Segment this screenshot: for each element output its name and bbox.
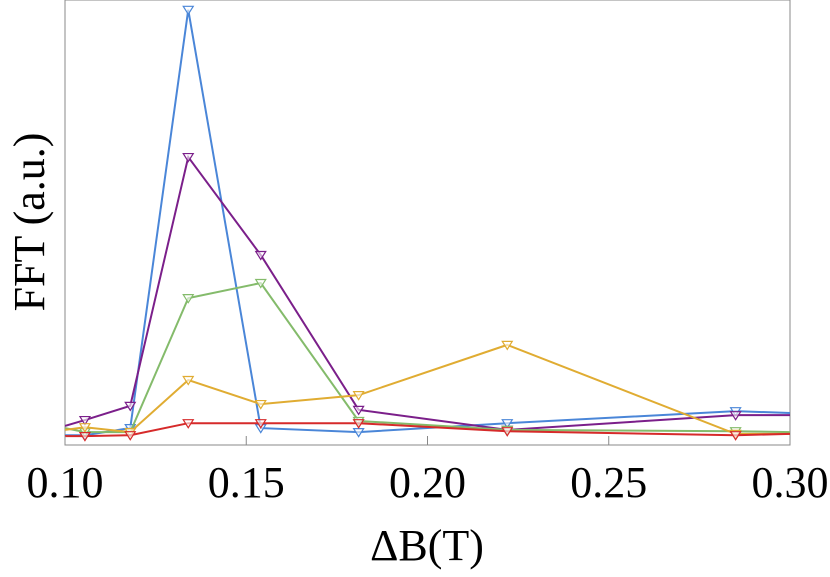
- marker: [352, 391, 365, 401]
- marker: [182, 375, 195, 386]
- marker: [124, 431, 137, 441]
- x-tick-label: 0.25: [570, 458, 647, 507]
- marker: [501, 340, 514, 351]
- marker: [729, 431, 742, 441]
- marker: [254, 278, 267, 289]
- x-tick-label: 0.15: [208, 458, 285, 507]
- marker: [182, 152, 195, 163]
- marker: [182, 5, 195, 16]
- marker: [254, 399, 267, 410]
- marker: [501, 419, 514, 429]
- series-line: [65, 154, 790, 431]
- marker: [182, 294, 195, 304]
- marker: [124, 401, 137, 412]
- series-line: [65, 343, 790, 435]
- marker: [254, 419, 267, 429]
- marker: [78, 415, 92, 426]
- marker: [182, 419, 195, 429]
- marker: [729, 411, 742, 421]
- plot-area: [65, 5, 790, 442]
- x-axis-label: ΔB(T): [370, 521, 484, 570]
- marker: [352, 405, 365, 416]
- marker: [352, 419, 365, 429]
- series-line: [65, 281, 790, 434]
- x-tick-label: 0.20: [389, 458, 466, 507]
- marker: [254, 250, 267, 261]
- y-axis-label: FFT (a.u.): [5, 133, 54, 312]
- marker: [78, 432, 92, 442]
- x-tick-label: 0.30: [752, 458, 829, 507]
- x-tick-label: 0.10: [27, 458, 104, 507]
- marker: [78, 423, 92, 433]
- marker: [501, 427, 514, 437]
